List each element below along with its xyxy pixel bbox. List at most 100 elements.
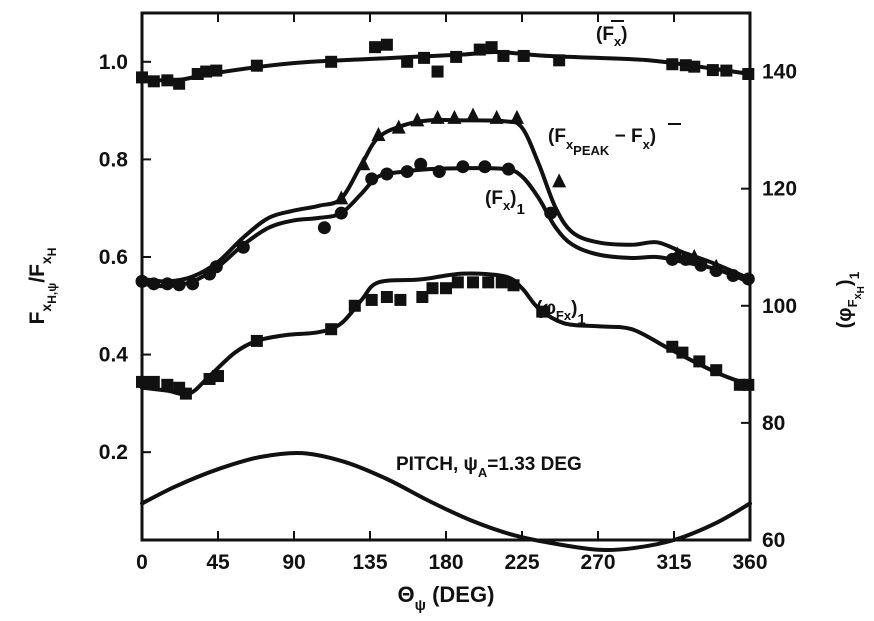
marker-fx1 [400, 165, 414, 179]
marker-phi [507, 279, 520, 292]
marker-peak [334, 190, 349, 205]
y-left-tick-label: 0.8 [99, 148, 129, 171]
marker-fx1 [236, 240, 250, 254]
marker-mean_fx [497, 49, 510, 62]
x-tick-label: 90 [282, 551, 305, 574]
marker-phi [147, 375, 160, 388]
marker-fx1 [501, 162, 515, 176]
x-tick-label: 360 [732, 551, 767, 574]
x-tick-label: 180 [428, 551, 463, 574]
marker-phi [250, 334, 263, 347]
marker-phi [467, 276, 480, 289]
marker-peak [391, 119, 406, 134]
y-left-tick-label: 0.6 [99, 246, 128, 269]
marker-fx1 [665, 252, 679, 266]
marker-mean_fx [136, 71, 148, 84]
y-right-tick-label: 100 [762, 295, 797, 318]
marker-fx1 [365, 172, 379, 186]
marker-mean_fx [210, 64, 223, 77]
curve-peak [140, 117, 752, 284]
marker-phi [676, 346, 689, 359]
marker-fx1 [380, 167, 394, 181]
marker-peak [371, 126, 386, 141]
marker-phi [161, 378, 174, 391]
y-right-tick-label: 80 [762, 412, 785, 435]
marker-phi [325, 323, 338, 336]
y-right-tick-label: 60 [762, 529, 785, 552]
annotation-pitch: PITCH, ψA=1.33 DEG [396, 454, 582, 480]
marker-fx1 [147, 277, 161, 291]
axis-ticks: 0 45 90 135 180 225 270 315 360 0.2 0.4 0.6 0.8 1.0 60… [99, 13, 797, 574]
marker-mean_fx [742, 67, 755, 80]
marker-phi [440, 282, 452, 295]
marker-mean_fx [369, 41, 382, 54]
marker-mean_fx [485, 41, 498, 54]
x-tick-label: 0 [136, 551, 148, 574]
marker-fx1 [172, 278, 186, 292]
marker-phi [482, 276, 495, 289]
annotation-peak: (FxPEAK − Fx) [548, 126, 656, 158]
marker-phi [495, 276, 508, 289]
marker-mean_fx [720, 64, 733, 77]
marker-phi [693, 355, 706, 368]
marker-phi [380, 290, 393, 303]
marker-mean_fx [173, 77, 186, 90]
y-axis-label-right: (φFxH)1 [834, 271, 867, 328]
marker-fx1 [456, 160, 470, 174]
marker-fx1 [544, 206, 558, 220]
y-right-tick-label: 120 [762, 178, 797, 201]
marker-mean_fx [325, 55, 338, 68]
marker-peak [509, 109, 524, 124]
marker-mean_fx [431, 65, 444, 78]
marker-peak [552, 173, 567, 188]
y-left-tick-label: 0.4 [99, 344, 129, 367]
marker-fx1 [726, 269, 740, 283]
marker-mean_fx [380, 38, 393, 51]
marker-fx1 [741, 272, 755, 286]
marker-fx1 [186, 277, 200, 291]
y-left-tick-label: 0.2 [99, 441, 128, 464]
marker-mean_fx [666, 58, 679, 71]
marker-peak [489, 109, 504, 124]
marker-phi [451, 276, 464, 289]
marker-fx1 [135, 274, 149, 288]
marker-peak [356, 156, 371, 171]
marker-phi [536, 305, 549, 318]
y-axis-label-left: FxH,ψ/FxH [26, 248, 59, 325]
curve-pitch [140, 450, 752, 553]
marker-mean_fx [706, 64, 719, 77]
annotation-phi: (φFx)1 [536, 298, 586, 328]
marker-mean_fx [161, 74, 174, 87]
marker-peak [410, 112, 425, 127]
marker-phi [348, 299, 361, 312]
y-right-tick-label: 140 [762, 61, 797, 84]
marker-fx1 [160, 277, 174, 291]
marker-fx1 [334, 206, 348, 220]
marker-mean_fx [401, 55, 414, 68]
marker-peak [447, 109, 462, 124]
marker-phi [394, 293, 407, 306]
marker-fx1 [414, 157, 428, 171]
x-tick-label: 135 [352, 551, 387, 574]
marker-mean_fx [147, 75, 160, 88]
marker-mean_fx [473, 43, 486, 56]
marker-mean_fx [200, 65, 213, 78]
marker-phi [212, 370, 224, 383]
marker-fx1 [432, 165, 446, 179]
x-tick-label: 270 [580, 551, 615, 574]
marker-mean_fx [688, 60, 701, 73]
curve-mean_fx [140, 49, 752, 83]
annotation-fx1: (Fx)1 [485, 188, 525, 218]
curve-phi [140, 271, 752, 397]
series-curves [140, 49, 752, 553]
marker-phi [742, 378, 755, 391]
annotation-mean-fx: (Fx) [596, 24, 628, 49]
x-tick-label: 45 [206, 551, 230, 574]
marker-fx1 [209, 260, 223, 274]
marker-phi [666, 340, 679, 353]
x-tick-label: 315 [656, 551, 691, 574]
marker-mean_fx [553, 54, 566, 67]
marker-fx1 [478, 160, 492, 174]
marker-fx1 [709, 264, 723, 278]
